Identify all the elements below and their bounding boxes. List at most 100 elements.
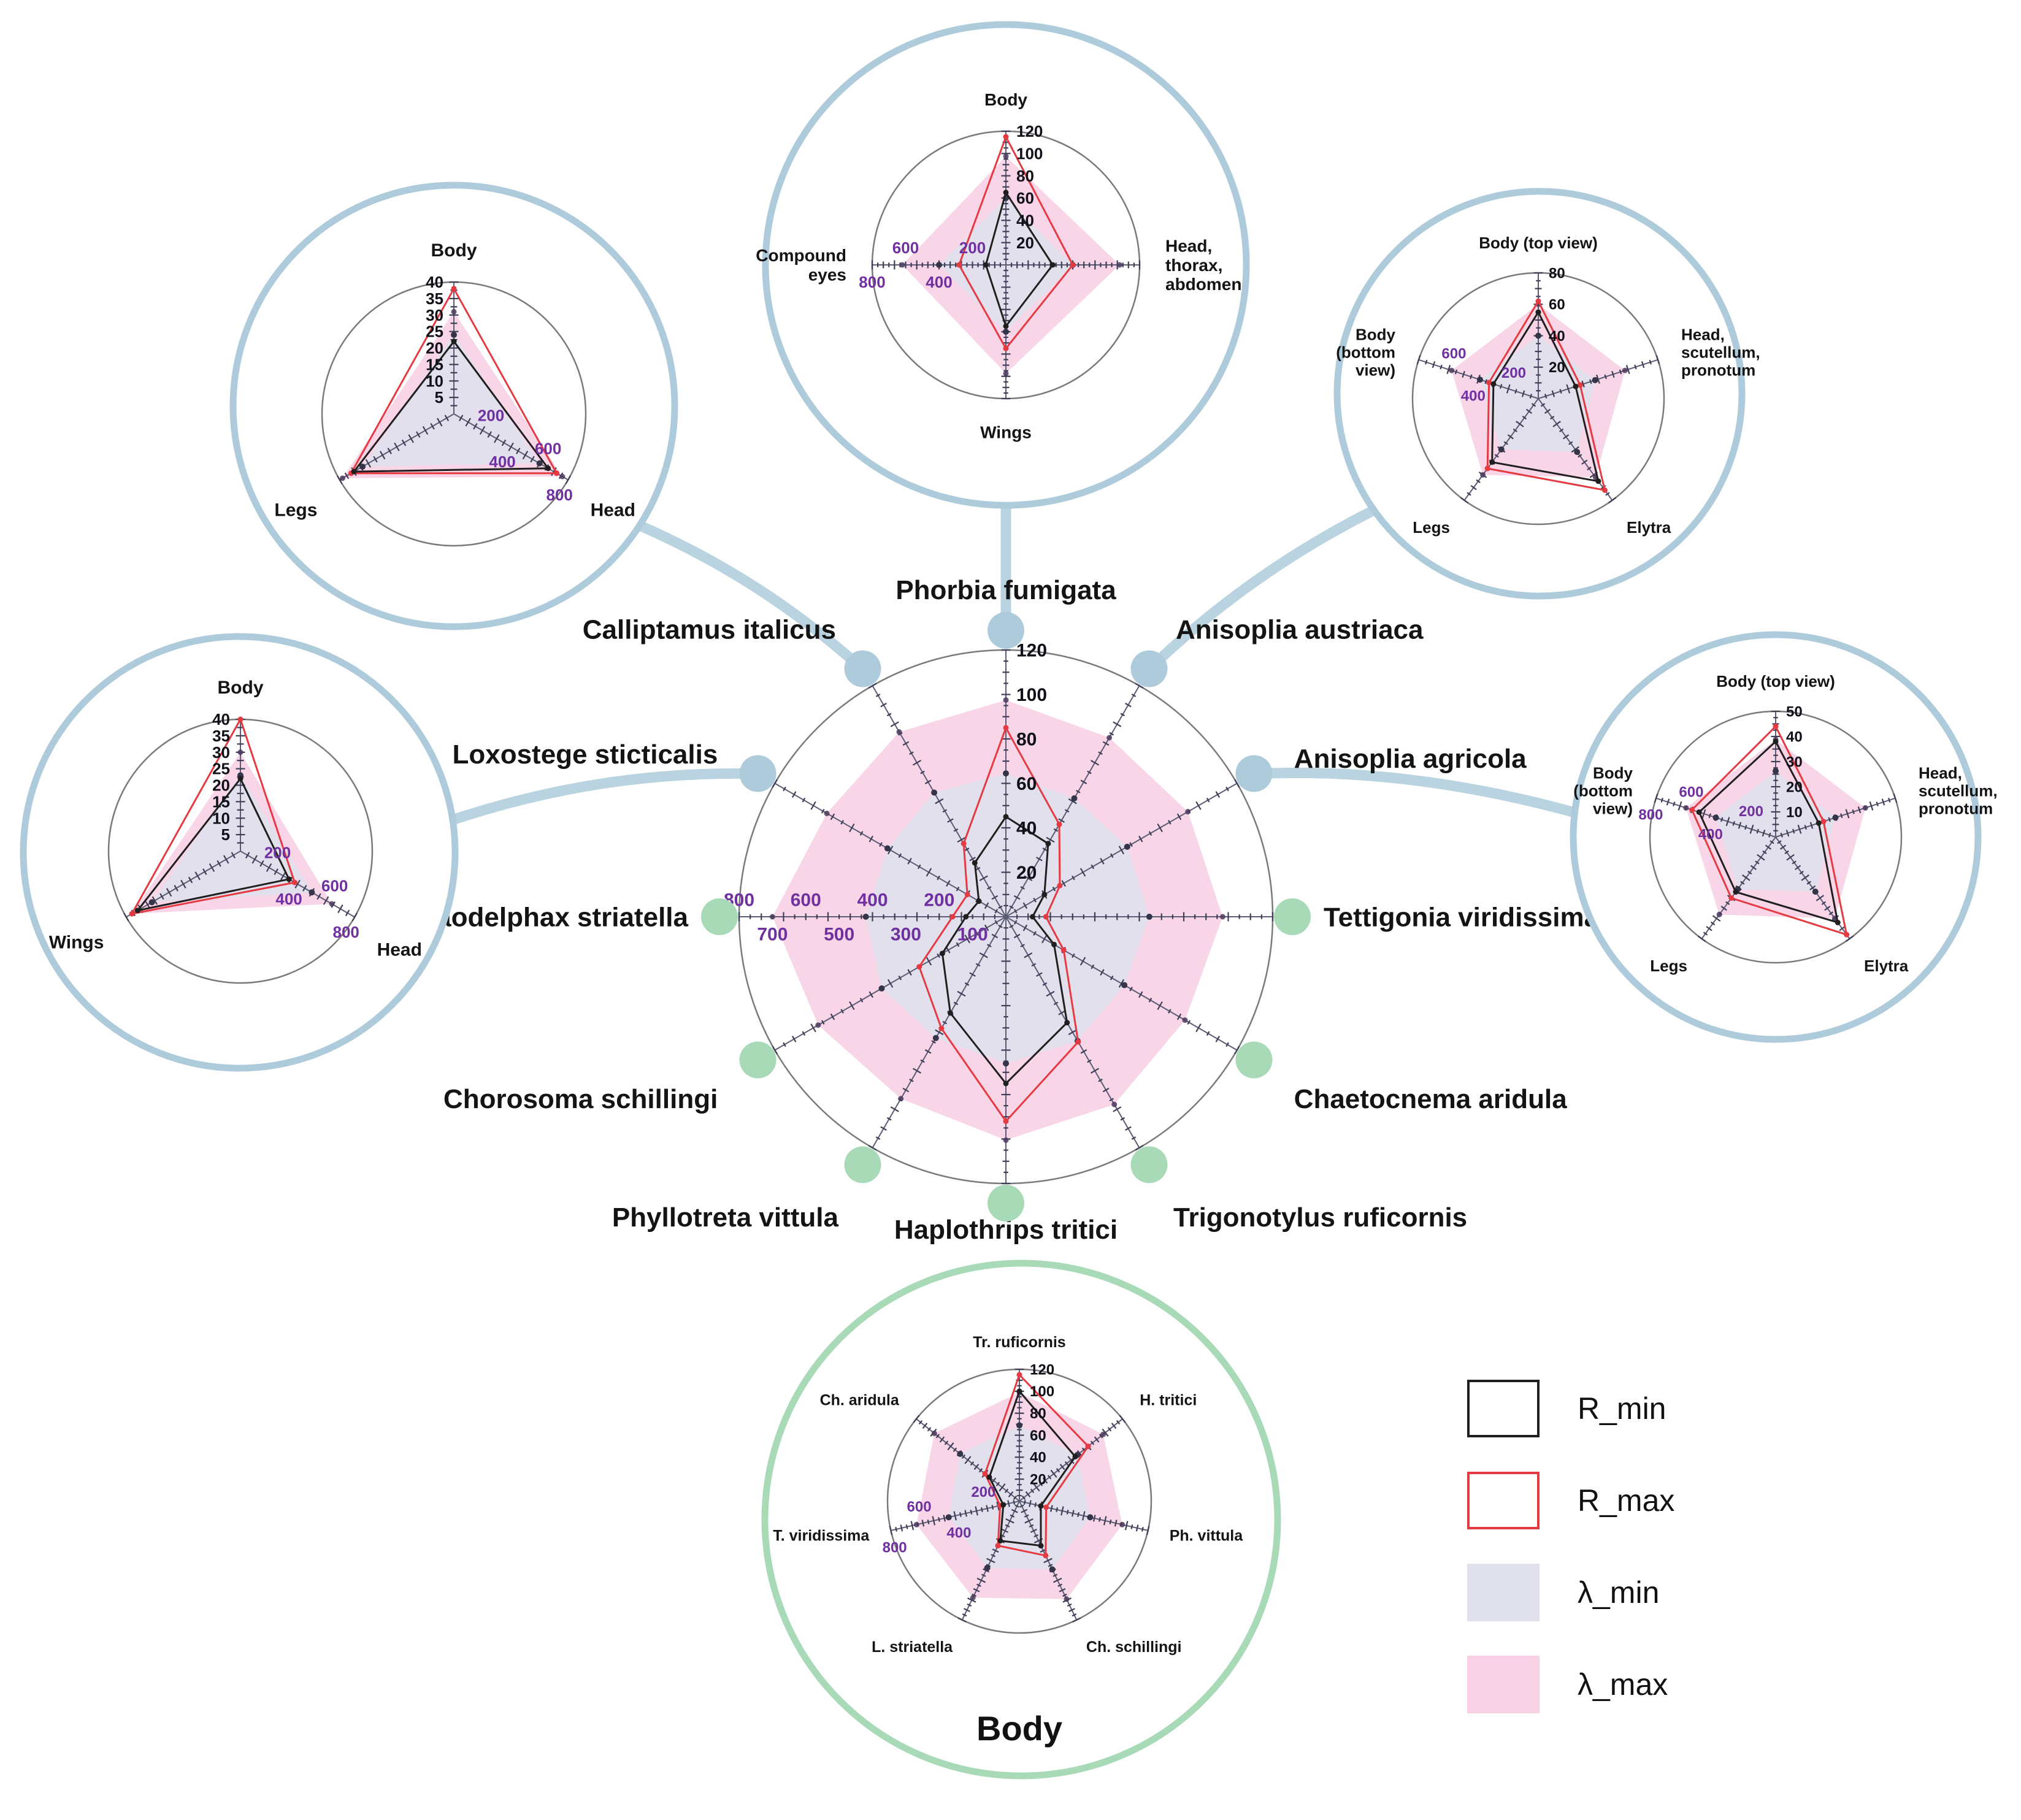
tick-mark xyxy=(967,1603,972,1607)
tick-mark xyxy=(365,459,372,468)
tick-mark xyxy=(1100,858,1105,865)
tick-mark xyxy=(1725,901,1730,905)
tick-mark xyxy=(1747,870,1752,875)
tick-mark xyxy=(1059,1588,1066,1592)
r-min-dot xyxy=(939,950,945,957)
tick-mark xyxy=(991,1554,996,1558)
chart-central: 20406080100120100200300400500600700800Ph… xyxy=(420,575,1599,1245)
tick-mark xyxy=(1470,484,1477,491)
tick-mark xyxy=(1042,847,1048,851)
lambda-min-area xyxy=(151,775,312,903)
tick-mark xyxy=(251,855,258,864)
tick-mark xyxy=(1828,911,1834,916)
tick-mark xyxy=(1845,935,1854,942)
tick-mark xyxy=(1673,801,1676,807)
tick-mark xyxy=(1454,369,1458,375)
tick-mark xyxy=(522,451,529,460)
axis-label: Body xyxy=(431,240,477,261)
r-min-line xyxy=(136,778,290,912)
tick-mark xyxy=(1566,384,1571,394)
tick-mark xyxy=(344,472,350,480)
tick-mark xyxy=(987,886,992,890)
tick-mark xyxy=(981,1573,986,1577)
lambda-tick-label: 200 xyxy=(959,239,986,257)
r-max-dot xyxy=(1484,465,1490,472)
r-max-dot xyxy=(961,841,967,847)
tick-mark xyxy=(473,422,478,430)
tick-mark xyxy=(1021,1495,1026,1501)
tick-mark xyxy=(953,1511,957,1521)
tick-mark xyxy=(1215,791,1221,798)
axis-label: Body xyxy=(218,678,264,698)
tick-mark xyxy=(1804,825,1807,830)
tick-mark xyxy=(1792,860,1797,865)
r-tick-label: 80 xyxy=(1030,1405,1046,1422)
legend-swatch-lambda-max xyxy=(1467,1656,1540,1713)
tick-mark xyxy=(953,1001,959,1006)
tick-mark xyxy=(1425,359,1428,365)
lambda-min-dot xyxy=(1592,377,1598,383)
lambda-min-dot xyxy=(1003,1060,1009,1067)
lambda-min-dot xyxy=(1832,814,1839,821)
r-tick-label: 60 xyxy=(1030,1428,1046,1444)
connector-line xyxy=(634,520,869,675)
tick-mark xyxy=(1138,991,1143,998)
tick-mark xyxy=(1119,1415,1126,1423)
lambda-min-dot xyxy=(1498,446,1505,453)
species-node-green xyxy=(1130,1146,1168,1183)
r-min-dot xyxy=(1003,189,1009,196)
r-max-dot xyxy=(949,914,956,920)
tick-mark xyxy=(1720,905,1727,911)
axis-label: Head, scutellum, pronotum xyxy=(1919,763,1998,817)
tick-mark xyxy=(437,418,443,427)
legend: R_min R_max λ_min λ_max xyxy=(1467,1380,1674,1713)
tick-mark xyxy=(1099,1517,1101,1522)
tick-mark xyxy=(1103,1516,1107,1526)
axis-label: Laodelphax striatella xyxy=(420,902,688,932)
tick-mark xyxy=(1013,1495,1018,1501)
tick-mark xyxy=(1034,1502,1037,1507)
r-max-dot xyxy=(129,911,135,917)
lambda-tick-label: 200 xyxy=(264,844,291,862)
r-min-dot xyxy=(1696,809,1702,815)
tick-mark xyxy=(1011,1508,1018,1513)
tick-mark xyxy=(999,1483,1006,1492)
r-max-dot xyxy=(1577,382,1583,388)
tick-mark xyxy=(1641,361,1645,369)
tick-mark xyxy=(902,741,910,746)
r-tick-label: 40 xyxy=(1016,819,1037,839)
tick-mark xyxy=(962,1613,967,1617)
tick-mark xyxy=(920,1059,925,1063)
tick-mark xyxy=(1712,915,1721,922)
lambda-tick-label: 600 xyxy=(907,1499,932,1515)
tick-mark xyxy=(1013,920,1018,925)
lambda-min-dot xyxy=(1003,770,1009,777)
tick-mark xyxy=(394,442,400,451)
tick-mark xyxy=(1157,823,1163,833)
tick-mark xyxy=(976,1577,986,1583)
tick-mark xyxy=(973,1464,980,1470)
tick-mark xyxy=(1589,379,1592,384)
lambda-min-dot xyxy=(936,262,942,268)
tick-mark xyxy=(1605,492,1610,496)
tick-mark xyxy=(166,888,172,897)
tick-mark xyxy=(900,1524,903,1532)
tick-mark xyxy=(1720,817,1724,822)
tick-mark xyxy=(791,791,797,798)
lambda-max-dot xyxy=(1182,1017,1188,1023)
tick-mark xyxy=(1168,1009,1172,1014)
tick-mark xyxy=(980,1507,983,1512)
tick-mark xyxy=(772,779,778,788)
tick-mark xyxy=(1080,1049,1087,1054)
tick-mark xyxy=(942,809,948,813)
lambda-tick-label: 200 xyxy=(971,1484,995,1501)
tick-mark xyxy=(1432,361,1436,369)
tick-mark xyxy=(1013,895,1021,900)
lambda-max-dot xyxy=(1622,367,1628,373)
r-min-line xyxy=(1698,740,1839,923)
r-tick-label: 40 xyxy=(1016,211,1034,229)
lambda-tick-label: 200 xyxy=(1739,803,1763,820)
tick-mark xyxy=(280,871,286,881)
r-tick-label: 40 xyxy=(212,710,230,728)
